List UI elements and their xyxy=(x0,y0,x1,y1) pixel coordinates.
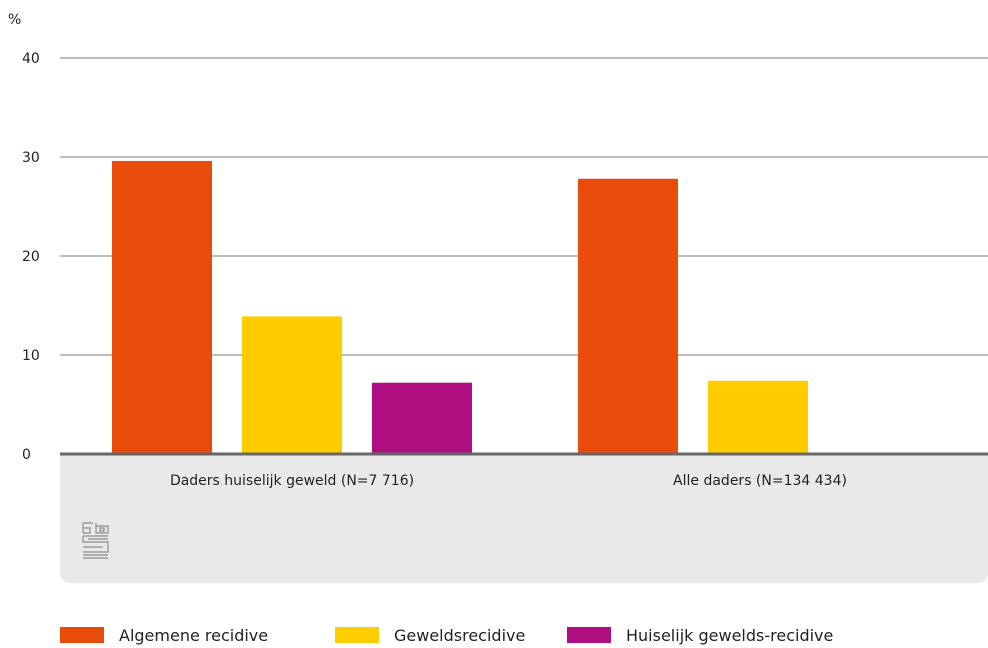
category-labels: Daders huiselijk geweld (N=7 716) Alle da… xyxy=(170,473,847,489)
category-label-band xyxy=(60,455,988,583)
x-category-label: Alle daders (N=134 434) xyxy=(673,473,847,489)
y-tick-label: 0 xyxy=(22,447,31,463)
legend-swatch xyxy=(567,627,611,643)
y-tick-label: 10 xyxy=(22,348,40,364)
bars xyxy=(112,160,808,454)
cbs-logo-icon: cbs xyxy=(82,522,109,559)
bar xyxy=(578,178,678,454)
bar xyxy=(372,382,472,454)
bar xyxy=(242,316,342,454)
category-label-band-top-fill xyxy=(60,455,988,467)
y-tick-label: 40 xyxy=(22,51,40,67)
legend-swatch xyxy=(335,627,379,643)
x-category-label: Daders huiselijk geweld (N=7 716) xyxy=(170,473,414,489)
y-axis: 0 10 20 30 40 xyxy=(22,51,988,463)
y-tick-label: 20 xyxy=(22,249,40,265)
legend-label: Geweldsrecidive xyxy=(394,626,525,645)
legend-swatch xyxy=(60,627,104,643)
legend: Algemene recidive Geweldsrecidive Huiselij… xyxy=(60,626,833,645)
legend-label: Huiselijk gewelds-recidive xyxy=(626,626,833,645)
y-axis-label: % xyxy=(8,12,21,28)
y-tick-label: 30 xyxy=(22,150,40,166)
bar xyxy=(708,380,808,454)
bar xyxy=(112,160,212,454)
legend-label: Algemene recidive xyxy=(119,626,268,645)
